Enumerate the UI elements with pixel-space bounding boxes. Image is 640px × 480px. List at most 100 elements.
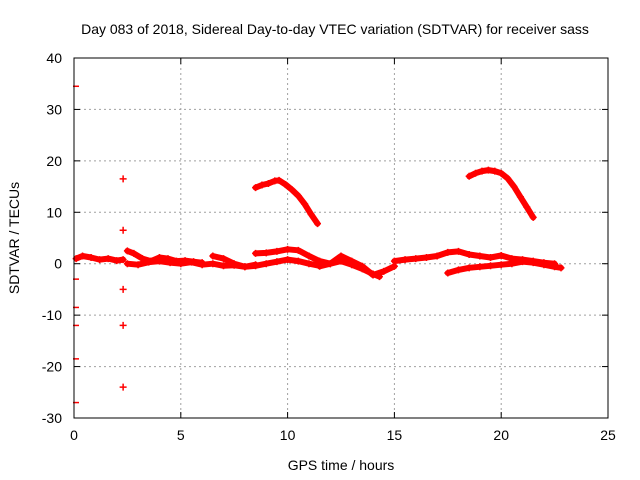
- x-tick-label: 25: [600, 427, 616, 443]
- data-point: [119, 321, 127, 329]
- data-point: [422, 254, 430, 262]
- data-point: [145, 258, 153, 266]
- axis-ticks: 0 5 10 15 20 25 -30 -20 -10 0 10 20 30 40: [42, 50, 616, 443]
- data-point: [454, 247, 462, 255]
- y-tick-label: 20: [46, 153, 62, 169]
- data-point: [504, 174, 512, 182]
- data-point: [487, 254, 495, 262]
- data-point: [516, 193, 524, 201]
- data-point: [454, 266, 462, 274]
- series-line: [252, 177, 321, 227]
- data-point: [484, 166, 492, 174]
- data-point: [264, 179, 272, 187]
- series-isolated: [119, 175, 127, 391]
- x-axis-label: GPS time / hours: [288, 457, 395, 473]
- data-point: [301, 200, 309, 208]
- data-point: [523, 203, 531, 211]
- data-point: [177, 260, 185, 268]
- data-point: [281, 181, 289, 189]
- y-tick-label: 0: [54, 256, 62, 272]
- data-point: [134, 261, 142, 269]
- data-point: [294, 257, 302, 265]
- data-point: [390, 257, 398, 265]
- data-point: [472, 169, 480, 177]
- data-point: [508, 260, 516, 268]
- data-point: [519, 258, 527, 266]
- data-point: [288, 186, 296, 194]
- grid: [74, 58, 608, 418]
- data-point: [241, 263, 249, 271]
- series-arc1: [72, 252, 127, 265]
- data-point: [369, 270, 377, 278]
- data-point: [433, 252, 441, 260]
- data-point: [497, 251, 505, 259]
- data-point: [316, 262, 324, 270]
- data-point: [119, 383, 127, 391]
- x-tick-label: 0: [70, 427, 78, 443]
- series-arc8: [444, 258, 565, 277]
- data-point: [337, 257, 345, 265]
- data-point: [294, 192, 302, 200]
- data-point: [497, 261, 505, 269]
- y-axis-label: SDTVAR / TECUs: [6, 182, 22, 294]
- data-point: [401, 256, 409, 264]
- data-point: [96, 256, 104, 264]
- data-point: [155, 257, 163, 265]
- data-point: [487, 262, 495, 270]
- data-points: [72, 85, 565, 404]
- data-point: [166, 259, 174, 267]
- series-arc10: [465, 166, 537, 221]
- data-point: [326, 260, 334, 268]
- data-point: [262, 260, 270, 268]
- x-tick-label: 20: [493, 427, 509, 443]
- y-tick-label: 40: [46, 50, 62, 66]
- data-point: [252, 249, 260, 257]
- chart-title: Day 083 of 2018, Sidereal Day-to-day VTE…: [81, 21, 589, 37]
- data-point: [130, 249, 138, 257]
- data-point: [119, 226, 127, 234]
- data-point: [187, 258, 195, 266]
- data-point: [87, 254, 95, 262]
- data-point: [252, 184, 260, 192]
- data-point: [348, 261, 356, 269]
- y-tick-label: -10: [42, 307, 62, 323]
- data-point: [119, 285, 127, 293]
- data-point: [444, 248, 452, 256]
- data-point: [314, 220, 322, 228]
- y-tick-label: 30: [46, 101, 62, 117]
- series-arc9: [252, 176, 322, 228]
- data-point: [252, 262, 260, 270]
- data-point: [119, 256, 127, 264]
- y-tick-label: -20: [42, 359, 62, 375]
- data-point: [529, 213, 537, 221]
- data-point: [551, 263, 559, 271]
- data-point: [305, 260, 313, 268]
- data-point: [273, 258, 281, 266]
- data-point: [491, 167, 499, 175]
- plot-frame: [73, 57, 609, 419]
- data-point: [540, 261, 548, 269]
- x-tick-label: 5: [177, 427, 185, 443]
- data-point: [358, 265, 366, 273]
- data-point: [476, 263, 484, 271]
- x-tick-label: 10: [280, 427, 296, 443]
- data-point: [284, 245, 292, 253]
- data-point: [209, 252, 217, 260]
- data-point: [79, 252, 87, 260]
- data-point: [104, 255, 112, 263]
- data-point: [273, 247, 281, 255]
- y-tick-label: -30: [42, 410, 62, 426]
- data-point: [465, 250, 473, 258]
- data-point: [262, 249, 270, 257]
- data-point: [557, 264, 565, 272]
- data-point: [465, 172, 473, 180]
- data-point: [258, 181, 266, 189]
- data-point: [113, 257, 121, 265]
- data-point: [198, 261, 206, 269]
- data-point: [275, 176, 283, 184]
- data-point: [375, 273, 383, 281]
- data-point: [123, 260, 131, 268]
- data-point: [465, 264, 473, 272]
- data-point: [284, 256, 292, 264]
- series-arc6: [316, 257, 383, 281]
